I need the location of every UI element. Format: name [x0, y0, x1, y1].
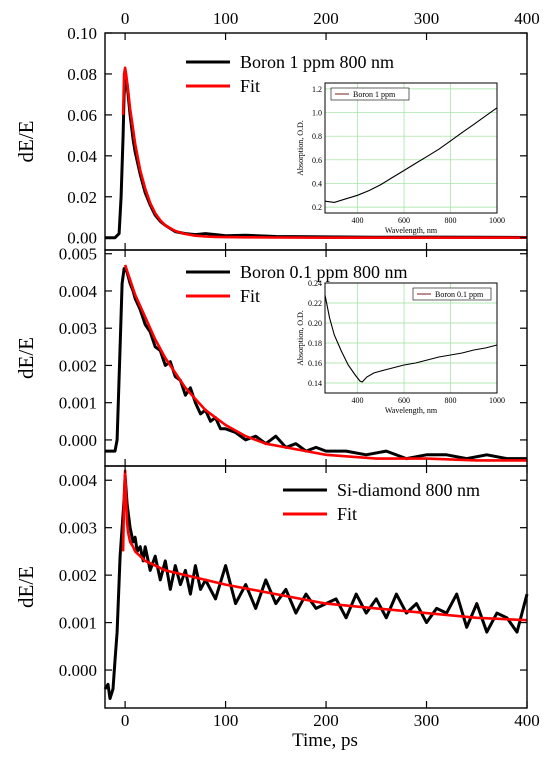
series-line-fit-1	[121, 66, 527, 239]
inset-x-tick-label: 400	[352, 396, 364, 405]
inset-spectrum-line	[324, 107, 498, 203]
top-x-tick-label: 200	[313, 9, 339, 28]
y-axis-label: dE/E	[14, 121, 38, 163]
y-tick-label: 0.002	[59, 566, 97, 585]
y-tick-label: 0.000	[59, 431, 97, 450]
y-tick-label: 0.002	[59, 356, 97, 375]
inset-x-tick-label: 600	[398, 396, 410, 405]
inset-y-axis-label: Absorption, O.D.	[296, 310, 305, 366]
top-x-tick-label: 400	[514, 9, 540, 28]
inset-frame	[324, 282, 498, 394]
y-axis-label: dE/E	[14, 566, 38, 608]
inset-y-tick-label: 0.22	[308, 299, 322, 308]
y-tick-label: 0.06	[67, 106, 97, 125]
bottom-x-tick-label: 100	[213, 711, 239, 730]
x-axis-label: Time, ps	[292, 730, 358, 751]
y-tick-label: 0.02	[67, 188, 97, 207]
legend-label-fit: Fit	[337, 504, 357, 524]
legend-label-data: Boron 0.1 ppm 800 nm	[240, 262, 408, 282]
inset-y-tick-label: 1.0	[312, 109, 322, 118]
inset-spectrum-line	[324, 294, 498, 383]
inset-legend-label: Boron 0.1 ppm	[435, 290, 484, 299]
inset-1: 400 600 800 1000 0.2 0.4 0.6 0.8 1.0 1.2 Wavelengt…	[296, 82, 505, 235]
inset-y-tick-label: 0.2	[312, 203, 322, 212]
panel-3: 0.000 0.001 0.002 0.003 0.004 dE/E Si-diamond …	[14, 465, 529, 709]
legend: Boron 1 ppm 800 nm Fit	[186, 52, 394, 96]
y-tick-label: 0.10	[67, 24, 97, 43]
inset-x-axis-label: Wavelength, nm	[385, 226, 438, 235]
inset-y-tick-label: 0.14	[308, 379, 322, 388]
plot-frame	[104, 465, 528, 709]
inset-y-tick-label: 0.8	[312, 132, 322, 141]
panel-2: 0.000 0.001 0.002 0.003 0.004 0.005 dE/E Boron …	[14, 245, 528, 467]
inset-background	[325, 283, 497, 393]
top-x-tick-label: 300	[414, 9, 440, 28]
inset-y-tick-label: 0.24	[308, 279, 322, 288]
legend-label-data: Si-diamond 800 nm	[337, 480, 480, 500]
y-axis-label: dE/E	[14, 337, 38, 379]
bottom-x-tick-label: 300	[414, 711, 440, 730]
inset-x-tick-label: 1000	[489, 396, 505, 405]
inset-x-tick-label: 800	[445, 396, 457, 405]
inset-x-tick-label: 1000	[489, 216, 505, 225]
y-tick-label: 0.004	[59, 282, 98, 301]
legend-label-data: Boron 1 ppm 800 nm	[240, 52, 394, 72]
y-tick-label: 0.001	[59, 614, 97, 633]
inset-x-axis-label: Wavelength, nm	[385, 406, 438, 415]
y-tick-label: 0.001	[59, 394, 97, 413]
inset-legend-box	[330, 87, 410, 101]
legend-label-fit: Fit	[240, 286, 260, 306]
legend-label-fit: Fit	[240, 76, 260, 96]
y-tick-label: 0.04	[67, 147, 97, 166]
inset-legend-box	[412, 287, 492, 301]
series-line-fit-3	[121, 469, 528, 622]
y-tick-label: 0.000	[59, 661, 97, 680]
top-x-tick-label: 0	[121, 9, 130, 28]
bottom-x-tick-label: 400	[514, 711, 540, 730]
legend: Si-diamond 800 nm Fit	[283, 480, 480, 524]
inset-x-tick-label: 800	[445, 216, 457, 225]
y-tick-label: 0.005	[59, 245, 97, 264]
inset-legend-label: Boron 1 ppm	[353, 90, 396, 99]
bottom-x-axis: 0 100 200 300 400	[121, 711, 540, 730]
inset-y-tick-label: 0.6	[312, 156, 322, 165]
y-tick-label: 0.003	[59, 319, 97, 338]
top-x-tick-label: 100	[213, 9, 239, 28]
legend: Boron 0.1 ppm 800 nm Fit	[186, 262, 408, 306]
bottom-x-tick-label: 200	[313, 711, 339, 730]
series-line-data-3	[103, 474, 529, 700]
inset-y-tick-label: 0.18	[308, 339, 322, 348]
inset-2: 400 600 800 1000 0.14 0.16 0.18 0.20 0.22 0.24 Wav…	[296, 279, 505, 415]
y-tick-label: 0.003	[59, 519, 97, 538]
panels: 0.00 0.02 0.04 0.06 0.08 0.10 dE/E Boron 1 ppm …	[14, 9, 540, 730]
inset-x-tick-label: 600	[398, 216, 410, 225]
inset-frame	[324, 82, 498, 214]
y-tick-label: 0.004	[59, 471, 98, 490]
inset-x-tick-label: 400	[352, 216, 364, 225]
inset-background	[325, 83, 497, 213]
inset-y-tick-label: 0.4	[312, 179, 322, 188]
bottom-x-tick-label: 0	[121, 711, 130, 730]
inset-y-tick-label: 0.20	[308, 319, 322, 328]
inset-y-axis-label: Absorption, O.D.	[296, 120, 305, 176]
y-tick-label: 0.00	[67, 229, 97, 248]
top-x-axis: 0 100 200 300 400	[121, 9, 540, 28]
inset-y-tick-label: 0.16	[308, 359, 322, 368]
inset-y-tick-label: 1.2	[312, 85, 322, 94]
y-tick-label: 0.08	[67, 65, 97, 84]
series-line-fit-2	[123, 264, 527, 462]
panel-1: 0.00 0.02 0.04 0.06 0.08 0.10 dE/E Boron 1 ppm …	[14, 24, 528, 251]
